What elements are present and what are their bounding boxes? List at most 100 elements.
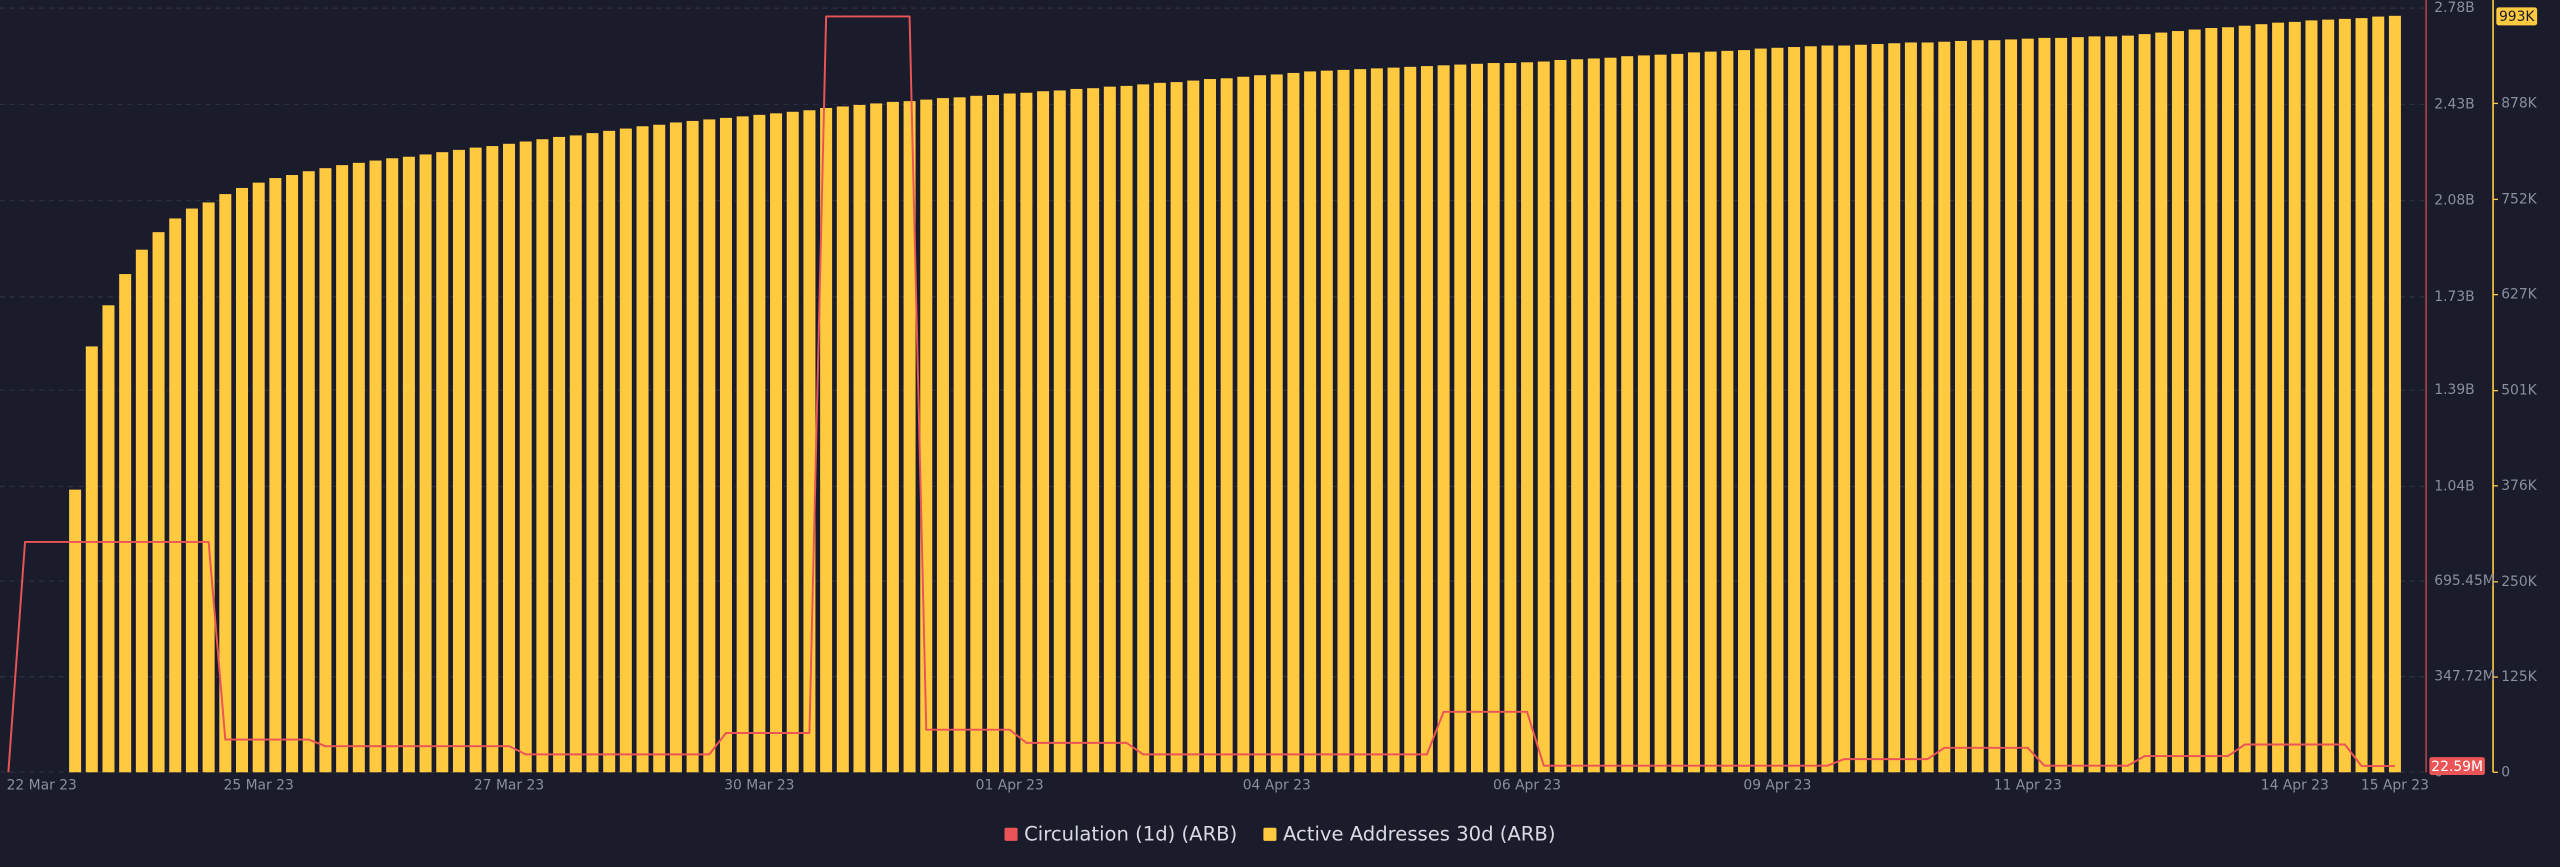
y2-tick-label: 0 [2501,764,2510,780]
latest-value-badge [2496,7,2538,26]
x-tick-label: 30 Mar 23 [724,777,794,793]
bar [1053,90,1066,773]
bar [1270,74,1283,773]
bar [1170,82,1183,773]
bar [753,114,766,773]
bar [2021,38,2034,773]
bar [703,119,716,773]
bar [603,130,616,773]
bar [1037,91,1050,773]
bar [1904,42,1917,773]
bar [352,162,365,773]
bar [736,116,749,773]
bar [1754,48,1767,773]
bar [302,171,315,773]
bar [636,126,649,773]
bar [2188,29,2201,773]
bar [2355,18,2368,773]
bar [1954,40,1968,773]
bar [936,98,949,773]
y-tick-label: 695.45M [2434,573,2494,589]
bar [2238,25,2251,773]
bar [1771,47,1784,773]
bar [2322,19,2335,773]
legend-swatch [1263,827,1277,841]
bar [2305,20,2318,773]
y-tick-label: 2.78B [2434,0,2474,16]
bar [1337,69,1350,773]
bar [886,101,899,773]
bar [1103,86,1116,773]
bar [1554,59,1567,773]
bar [836,106,849,773]
bar [1504,63,1517,773]
bar [1971,40,1984,773]
bar [1254,75,1267,773]
bar [970,95,983,773]
bar [202,202,215,773]
bar [436,152,449,773]
bar [1888,43,1901,773]
bar [1704,51,1717,773]
bar [536,139,549,773]
y-tick-label: 1.39B [2434,382,2474,398]
line [7,15,2395,773]
y2-tick-label: 752K [2501,191,2537,207]
latest-value-badge [2429,757,2485,776]
bar [1354,69,1367,773]
bar [2372,16,2385,773]
bar [2171,31,2184,773]
bar [853,104,866,773]
bar [686,120,699,773]
bar [1604,57,1617,773]
bar [553,136,566,773]
latest-value-label: 993K [2499,9,2535,25]
bar [1537,61,1550,773]
bar [1821,45,1834,773]
bar [1137,84,1150,773]
bar [920,99,933,773]
bar [1470,63,1484,773]
bar [235,187,249,773]
bar [803,110,816,773]
bar [486,146,499,773]
y-tick-label: 2.43B [2434,96,2474,112]
bar [903,101,916,773]
bar [1521,62,1534,773]
bar [2205,28,2218,773]
bar [1387,67,1400,773]
bar [1654,54,1667,773]
bar [1187,80,1200,773]
y-tick-label: 347.72M [2434,669,2494,685]
bar [2138,34,2151,773]
bar [2388,15,2401,773]
bar [2105,36,2118,773]
x-tick-label: 15 Apr 23 [2361,777,2429,793]
bar [1087,88,1100,773]
bar [1671,53,1684,773]
bar [1587,58,1600,773]
bar [519,141,532,773]
bar [669,122,682,773]
bar [1420,66,1433,773]
bar [85,346,98,773]
bar [820,107,833,773]
y-tick-label: 1.73B [2434,289,2474,305]
bar [469,147,482,773]
bar [1120,85,1133,773]
bar [1370,68,1383,773]
bar [870,103,883,773]
bar [1838,45,1851,773]
bar [1788,47,1801,773]
bar [1070,88,1083,773]
bar [2121,35,2134,773]
latest-value-label: 22.59M [2431,759,2483,775]
bar [719,117,732,773]
y2-tick-label: 878K [2501,95,2537,111]
bar [2055,37,2068,773]
bar [419,154,432,773]
bar [2088,36,2101,773]
bar [219,194,232,773]
bar [152,232,165,773]
